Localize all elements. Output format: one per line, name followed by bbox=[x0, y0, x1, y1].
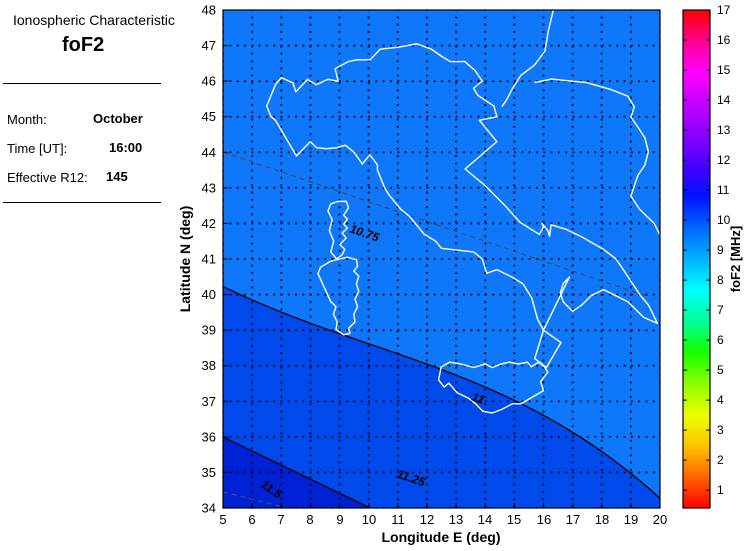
svg-text:36: 36 bbox=[202, 429, 216, 444]
svg-text:8: 8 bbox=[306, 512, 313, 527]
svg-text:35: 35 bbox=[202, 465, 216, 480]
svg-text:18: 18 bbox=[595, 512, 609, 527]
svg-text:1: 1 bbox=[717, 483, 724, 497]
svg-text:3: 3 bbox=[717, 423, 724, 437]
svg-text:7: 7 bbox=[277, 512, 284, 527]
svg-text:15: 15 bbox=[507, 512, 521, 527]
svg-text:13: 13 bbox=[717, 123, 731, 137]
svg-text:10: 10 bbox=[362, 512, 376, 527]
svg-text:34: 34 bbox=[202, 501, 216, 516]
svg-text:12: 12 bbox=[717, 153, 731, 167]
svg-text:4: 4 bbox=[717, 393, 724, 407]
svg-text:13: 13 bbox=[449, 512, 463, 527]
svg-text:44: 44 bbox=[202, 145, 216, 160]
svg-text:Latitude N (deg): Latitude N (deg) bbox=[177, 206, 193, 313]
svg-text:42: 42 bbox=[202, 216, 216, 231]
svg-text:37: 37 bbox=[202, 394, 216, 409]
svg-text:16: 16 bbox=[537, 512, 551, 527]
svg-text:9: 9 bbox=[717, 243, 724, 257]
svg-text:17: 17 bbox=[566, 512, 580, 527]
svg-text:17: 17 bbox=[717, 3, 731, 17]
svg-text:14: 14 bbox=[717, 93, 731, 107]
svg-text:6: 6 bbox=[717, 333, 724, 347]
svg-text:19: 19 bbox=[624, 512, 638, 527]
svg-text:5: 5 bbox=[717, 363, 724, 377]
svg-text:16: 16 bbox=[717, 33, 731, 47]
svg-text:5: 5 bbox=[219, 512, 226, 527]
svg-text:48: 48 bbox=[202, 3, 216, 18]
svg-text:6: 6 bbox=[248, 512, 255, 527]
svg-text:12: 12 bbox=[420, 512, 434, 527]
svg-text:14: 14 bbox=[478, 512, 492, 527]
svg-text:15: 15 bbox=[717, 63, 731, 77]
svg-text:9: 9 bbox=[336, 512, 343, 527]
svg-text:40: 40 bbox=[202, 287, 216, 302]
svg-text:20: 20 bbox=[653, 512, 667, 527]
svg-text:2: 2 bbox=[717, 453, 724, 467]
svg-text:45: 45 bbox=[202, 109, 216, 124]
svg-text:11: 11 bbox=[717, 183, 730, 197]
svg-text:46: 46 bbox=[202, 74, 216, 89]
svg-text:39: 39 bbox=[202, 323, 216, 338]
svg-text:Longitude E (deg): Longitude E (deg) bbox=[382, 529, 501, 545]
svg-text:10: 10 bbox=[717, 213, 731, 227]
svg-text:11: 11 bbox=[391, 512, 405, 527]
svg-text:7: 7 bbox=[717, 303, 724, 317]
svg-text:8: 8 bbox=[717, 273, 724, 287]
svg-text:43: 43 bbox=[202, 180, 216, 195]
svg-text:47: 47 bbox=[202, 38, 216, 53]
svg-text:41: 41 bbox=[202, 252, 216, 267]
svg-text:foF2 [MHz]: foF2 [MHz] bbox=[728, 226, 743, 292]
svg-text:38: 38 bbox=[202, 358, 216, 373]
